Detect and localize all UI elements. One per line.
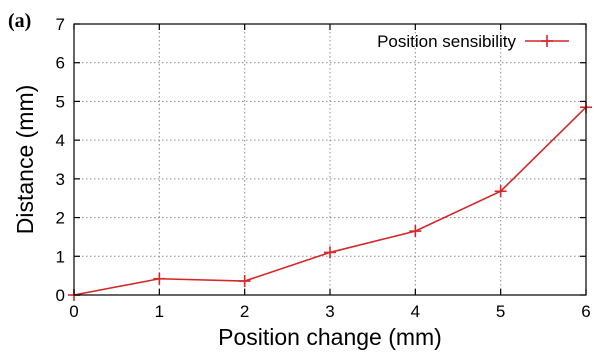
- y-tick-label: 4: [56, 131, 65, 150]
- y-tick-labels: 0 1 2 3 4 5 6 7: [56, 15, 65, 305]
- legend: Position sensibility: [377, 32, 569, 51]
- x-tick-label: 3: [325, 302, 334, 321]
- x-tick-label: 0: [69, 302, 78, 321]
- series-layer: [68, 101, 592, 301]
- y-tick-label: 3: [56, 170, 65, 189]
- x-tick-label: 4: [411, 302, 420, 321]
- y-tick-label: 7: [56, 15, 65, 34]
- x-tick-labels: 0 1 2 3 4 5 6: [69, 302, 590, 321]
- axis-ticks: [73, 23, 587, 296]
- y-tick-label: 5: [56, 92, 65, 111]
- x-tick-label: 2: [240, 302, 249, 321]
- data-point: [153, 272, 166, 285]
- y-tick-label: 1: [56, 247, 65, 266]
- x-tick-label: 1: [155, 302, 164, 321]
- y-tick-label: 2: [56, 209, 65, 228]
- legend-label: Position sensibility: [377, 32, 516, 51]
- x-tick-label: 5: [496, 302, 505, 321]
- data-point: [238, 275, 251, 288]
- panel-label: (a): [8, 10, 31, 32]
- x-axis-title: Position change (mm): [218, 324, 442, 350]
- data-point: [409, 225, 422, 238]
- y-tick-label: 0: [56, 286, 65, 305]
- data-point: [324, 246, 336, 259]
- y-tick-label: 6: [56, 54, 65, 73]
- y-axis-title: Distance (mm): [12, 85, 38, 235]
- legend-marker: [541, 35, 553, 47]
- x-tick-label: 6: [581, 302, 590, 321]
- data-point: [494, 185, 507, 198]
